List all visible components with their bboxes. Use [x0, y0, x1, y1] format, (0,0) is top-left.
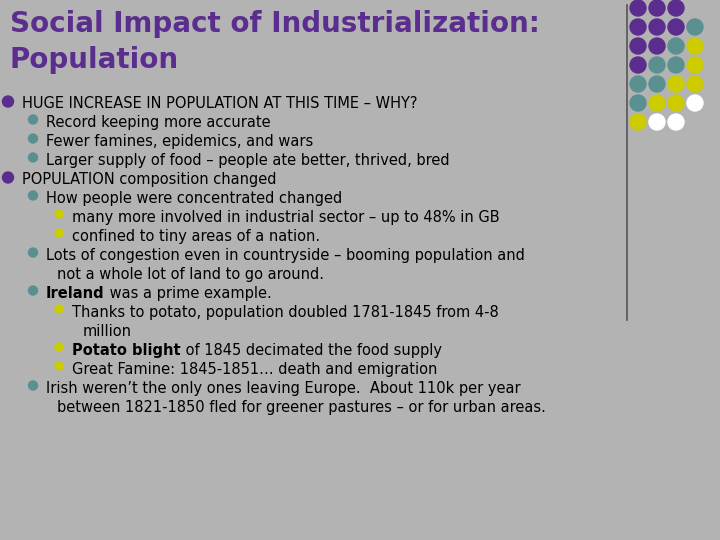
Circle shape	[29, 248, 37, 257]
Circle shape	[630, 19, 646, 35]
Circle shape	[668, 19, 684, 35]
Text: not a whole lot of land to go around.: not a whole lot of land to go around.	[57, 267, 324, 282]
Text: Fewer famines, epidemics, and wars: Fewer famines, epidemics, and wars	[46, 134, 313, 149]
Circle shape	[668, 76, 684, 92]
Circle shape	[687, 38, 703, 54]
Circle shape	[2, 172, 14, 183]
Text: was a prime example.: was a prime example.	[104, 286, 271, 301]
Circle shape	[630, 95, 646, 111]
Text: between 1821-1850 fled for greener pastures – or for urban areas.: between 1821-1850 fled for greener pastu…	[57, 400, 546, 415]
Text: Irish weren’t the only ones leaving Europe.  About 110k per year: Irish weren’t the only ones leaving Euro…	[46, 381, 521, 396]
Circle shape	[687, 57, 703, 73]
Text: Great Famine: 1845-1851… death and emigration: Great Famine: 1845-1851… death and emigr…	[72, 362, 437, 377]
Circle shape	[55, 343, 63, 351]
Circle shape	[29, 286, 37, 295]
Text: million: million	[83, 324, 132, 339]
Circle shape	[649, 19, 665, 35]
Circle shape	[630, 57, 646, 73]
Circle shape	[649, 76, 665, 92]
Text: Ireland: Ireland	[46, 286, 104, 301]
Circle shape	[668, 38, 684, 54]
Circle shape	[29, 153, 37, 162]
Text: Record keeping more accurate: Record keeping more accurate	[46, 115, 271, 130]
Circle shape	[2, 96, 14, 107]
Circle shape	[630, 0, 646, 16]
Circle shape	[668, 0, 684, 16]
Text: Social Impact of Industrialization:: Social Impact of Industrialization:	[10, 10, 540, 38]
Circle shape	[29, 191, 37, 200]
Circle shape	[649, 57, 665, 73]
Text: Lots of congestion even in countryside – booming population and: Lots of congestion even in countryside –…	[46, 248, 525, 263]
Circle shape	[649, 38, 665, 54]
Circle shape	[630, 76, 646, 92]
Circle shape	[649, 114, 665, 130]
Text: Larger supply of food – people ate better, thrived, bred: Larger supply of food – people ate bette…	[46, 153, 449, 168]
Circle shape	[668, 95, 684, 111]
Text: of 1845 decimated the food supply: of 1845 decimated the food supply	[181, 343, 441, 358]
Circle shape	[29, 381, 37, 390]
Circle shape	[687, 76, 703, 92]
Text: Population: Population	[10, 46, 179, 74]
Text: confined to tiny areas of a nation.: confined to tiny areas of a nation.	[72, 229, 320, 244]
Text: HUGE INCREASE IN POPULATION AT THIS TIME – WHY?: HUGE INCREASE IN POPULATION AT THIS TIME…	[22, 96, 418, 111]
Circle shape	[668, 114, 684, 130]
Circle shape	[630, 114, 646, 130]
Circle shape	[630, 38, 646, 54]
Circle shape	[29, 134, 37, 143]
Text: POPULATION composition changed: POPULATION composition changed	[22, 172, 276, 187]
Circle shape	[687, 95, 703, 111]
Circle shape	[55, 362, 63, 370]
Text: How people were concentrated changed: How people were concentrated changed	[46, 191, 342, 206]
Circle shape	[649, 95, 665, 111]
Circle shape	[55, 229, 63, 237]
Circle shape	[29, 115, 37, 124]
Circle shape	[55, 210, 63, 218]
Text: Potato blight: Potato blight	[72, 343, 181, 358]
Text: many more involved in industrial sector – up to 48% in GB: many more involved in industrial sector …	[72, 210, 500, 225]
Circle shape	[649, 0, 665, 16]
Circle shape	[55, 305, 63, 313]
Circle shape	[687, 19, 703, 35]
Text: Thanks to potato, population doubled 1781-1845 from 4-8: Thanks to potato, population doubled 178…	[72, 305, 499, 320]
Circle shape	[668, 57, 684, 73]
